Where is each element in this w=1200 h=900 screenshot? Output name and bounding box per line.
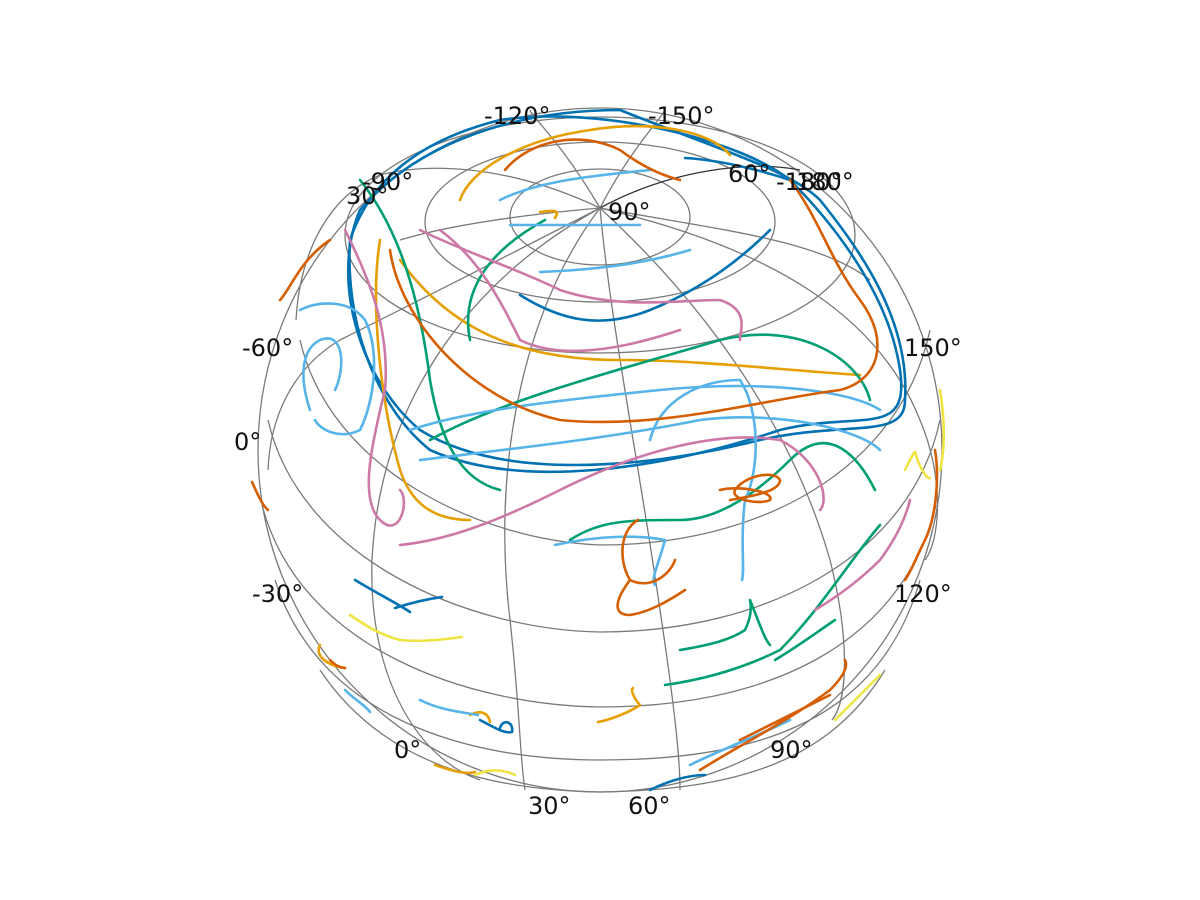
trajectory-green-1 — [358, 178, 502, 492]
trajectory-vermillion-6 — [738, 693, 832, 742]
meridian-j — [599, 165, 801, 209]
trajectory-skyblue-3 — [408, 384, 882, 432]
label-lon-60-top: 60° — [728, 160, 771, 188]
trajectory-pink-4 — [813, 498, 912, 612]
trajectory-orange-3 — [458, 124, 732, 202]
meridian-a — [371, 207, 601, 781]
trajectory-vermillion-2 — [503, 138, 682, 182]
trajectory-skyblue-10 — [688, 718, 792, 767]
meridian-c — [599, 207, 681, 791]
meridian-d — [599, 207, 846, 721]
trajectory-orange-2 — [398, 258, 862, 377]
label-lat-m30: -30° — [252, 580, 303, 608]
trajectory-orange-6 — [596, 686, 642, 724]
meridian-l — [399, 207, 601, 241]
trajectory-orange-5 — [317, 643, 347, 670]
meridian-f — [267, 207, 601, 471]
trajectory-green-2 — [466, 218, 547, 342]
trajectory-vermillion-1 — [278, 178, 879, 424]
label-lon-60: 60° — [628, 792, 671, 820]
trajectory-skyblue-5 — [553, 535, 667, 587]
trajectory-yellow-3 — [903, 450, 932, 480]
label-lon-150: 150° — [904, 334, 962, 362]
trajectory-blue-1 — [347, 108, 907, 467]
parallel-45 — [299, 329, 931, 546]
trajectory-yellow-1 — [348, 613, 464, 643]
label-lon-m180: -180° — [776, 168, 842, 196]
trajectory-yellow-4 — [833, 673, 882, 722]
trajectory-yellow-2 — [938, 388, 946, 472]
parallel-60 — [344, 116, 856, 354]
label-lon-m120: -120° — [484, 102, 550, 130]
label-lon-120: 120° — [894, 580, 952, 608]
trajectory-yellow-5 — [473, 769, 517, 777]
trajectory-skyblue-1 — [302, 337, 343, 412]
trajectory-green-5 — [678, 598, 772, 652]
trajectory-skyblue-2 — [298, 302, 376, 436]
trajectory-green-4 — [568, 442, 877, 542]
meridian-e — [599, 207, 939, 561]
parallel-0 — [274, 579, 921, 761]
trajectory-blue-4 — [683, 156, 792, 182]
meridian-g — [295, 167, 601, 321]
trajectory-vermillion-7 — [903, 448, 939, 582]
trajectory-pink-1 — [343, 228, 406, 527]
parallel-30 — [267, 419, 941, 633]
trajectory-skyblue-7 — [498, 168, 652, 227]
meridian-i — [599, 109, 666, 209]
trajectory-vermillion-3 — [718, 473, 782, 504]
label-lat-0: 0° — [234, 428, 261, 456]
parallel-15 — [261, 504, 937, 708]
label-lon-m90: -90° — [362, 168, 413, 196]
label-lat-30: 30° — [346, 182, 389, 210]
label-lon-30: 30° — [528, 792, 571, 820]
trajectory-green-7 — [773, 618, 837, 662]
trajectories — [250, 108, 946, 792]
trajectory-vermillion-9 — [328, 658, 347, 670]
trajectory-orange-1 — [374, 238, 472, 522]
trajectory-skyblue-8 — [538, 248, 692, 274]
graticule — [257, 107, 943, 793]
label-lat-90: 90° — [608, 198, 651, 226]
tick-labels: -120° -150° -90° 30° 60° -180° 180° 90° … — [234, 102, 962, 820]
label-lon-0: 0° — [394, 736, 421, 764]
trajectory-blue-6 — [478, 718, 514, 734]
trajectory-vermillion-8 — [250, 480, 270, 512]
trajectory-pink-3 — [398, 436, 825, 547]
meridian-b — [504, 207, 601, 791]
trajectory-vermillion-5 — [698, 658, 848, 772]
trajectory-orange-7 — [433, 763, 477, 775]
label-lon-m60: -60° — [242, 334, 293, 362]
trajectory-skyblue-4 — [418, 416, 882, 462]
trajectory-blue-3 — [518, 228, 772, 322]
trajectory-skyblue-9 — [343, 688, 480, 717]
trajectory-blue-2 — [348, 115, 903, 474]
trajectory-blue-7 — [648, 773, 707, 792]
parallel-m15 — [319, 669, 886, 793]
trajectory-blue-5 — [353, 578, 444, 614]
label-lon-m150: -150° — [648, 102, 714, 130]
trajectory-skyblue-6 — [648, 378, 757, 582]
trajectory-green-6 — [663, 523, 882, 687]
parallel-80 — [509, 168, 691, 266]
meridian-h — [529, 109, 601, 209]
trajectory-vermillion-4 — [616, 518, 687, 617]
trajectory-pink-5 — [438, 228, 682, 353]
parallel-70 — [424, 141, 776, 303]
trajectory-orange-4 — [538, 209, 559, 220]
label-lon-180: 180° — [796, 168, 854, 196]
trajectory-pink-2 — [418, 228, 743, 342]
label-lon-90: 90° — [770, 736, 813, 764]
